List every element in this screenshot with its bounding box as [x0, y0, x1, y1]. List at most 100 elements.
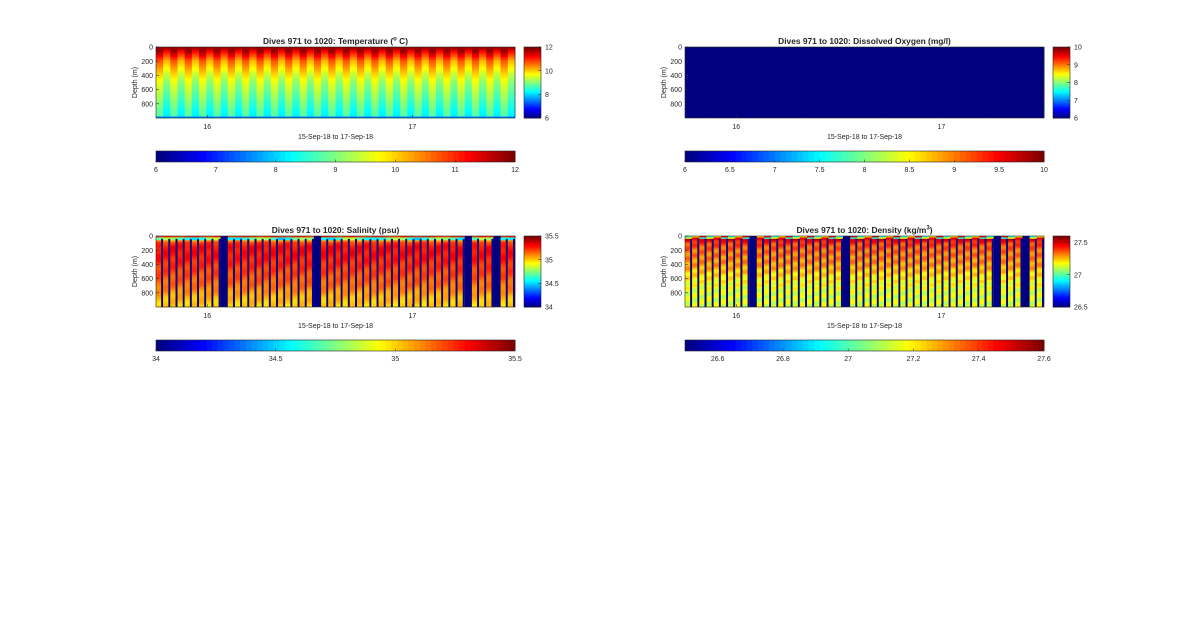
salinity-cell	[292, 250, 300, 253]
temperature-cell	[457, 96, 466, 99]
temperature-cell	[278, 85, 286, 88]
salinity-cell	[263, 288, 272, 291]
salinity-cell	[163, 301, 171, 304]
temperature-cell	[436, 68, 444, 71]
temperature-cell	[156, 55, 164, 58]
salinity-cell	[306, 265, 315, 268]
salinity-cell	[199, 295, 207, 298]
temperature-cell	[256, 48, 265, 51]
temperature-cell	[156, 115, 164, 117]
salinity-cell	[392, 305, 401, 308]
salinity-cell	[213, 305, 222, 308]
salinity-cell	[436, 238, 444, 241]
temperature-cell	[213, 76, 222, 79]
salinity-cell	[436, 281, 444, 284]
temperature-cell	[321, 82, 329, 85]
salinity-cell	[199, 288, 207, 291]
salinity-cell	[328, 291, 336, 294]
temperature-cell	[299, 73, 308, 76]
temperature-cell	[428, 92, 437, 95]
salinity-cell	[299, 248, 308, 251]
salinity-cell	[285, 258, 293, 261]
temperature-cell	[349, 91, 358, 93]
salinity-cell	[234, 274, 243, 277]
temperature-cell	[457, 75, 466, 78]
salinity-cell	[349, 275, 358, 278]
temperature-cell	[328, 98, 336, 100]
temperature-cell	[156, 103, 164, 106]
temperature-cell	[371, 49, 379, 52]
salinity-cell	[234, 287, 243, 289]
temperature-cell	[471, 96, 480, 99]
oxygen-cell	[864, 47, 873, 118]
temperature-cell	[385, 81, 394, 83]
temperature-cell	[349, 88, 358, 90]
salinity-cell	[191, 299, 200, 302]
temperature-axes-frame	[155, 46, 516, 119]
salinity-cell	[213, 294, 222, 297]
oxygen-dive-column	[957, 47, 966, 118]
temperature-cell	[184, 91, 193, 93]
salinity-cell	[321, 280, 329, 282]
salinity-cell	[170, 264, 178, 267]
temperature-cell	[457, 113, 466, 116]
temperature-ytick-label: 800	[141, 101, 153, 108]
temperature-cell	[450, 66, 458, 69]
salinity-cell	[335, 270, 344, 272]
temperature-cell	[234, 76, 243, 79]
temperature-hcolorbar-step	[341, 151, 348, 162]
temperature-cell	[400, 59, 408, 62]
salinity-cell	[342, 285, 351, 288]
temperature-cell	[156, 79, 164, 82]
salinity-cell	[443, 238, 451, 241]
temperature-cell	[177, 59, 186, 62]
salinity-cell	[227, 250, 236, 253]
temperature-cell	[471, 68, 480, 71]
salinity-cell	[436, 248, 444, 251]
salinity-cell	[407, 236, 415, 238]
temperature-cell	[428, 91, 437, 93]
salinity-cell	[249, 238, 257, 241]
temperature-cell	[285, 55, 293, 58]
salinity-cell	[177, 254, 186, 257]
oxygen-hcolorbar-step	[864, 151, 871, 162]
temperature-cell	[199, 110, 207, 113]
temperature-cell	[464, 100, 473, 103]
temperature-dive-column	[184, 47, 193, 119]
temperature-cell	[199, 66, 207, 69]
temperature-hcolorbar-step	[223, 151, 230, 162]
salinity-cell	[263, 241, 272, 244]
salinity-cell	[436, 258, 444, 261]
temperature-cell	[493, 48, 502, 51]
temperature-cell	[421, 108, 430, 110]
oxygen-axes-frame	[684, 46, 1045, 119]
temperature-cell	[227, 78, 236, 81]
salinity-cell	[184, 255, 193, 258]
salinity-cell	[335, 260, 344, 262]
temperature-cell	[163, 93, 171, 96]
oxygen-dive-column	[785, 47, 794, 118]
salinity-cell	[156, 288, 164, 291]
temperature-cell	[313, 83, 322, 86]
salinity-cell	[385, 274, 394, 277]
temperature-cell	[263, 69, 272, 72]
salinity-cell	[227, 258, 236, 261]
temperature-cell	[177, 113, 186, 116]
temperature-cell	[342, 48, 351, 51]
temperature-cell	[242, 72, 250, 75]
salinity-cell	[184, 251, 193, 254]
temperature-cell	[170, 73, 178, 76]
oxygen-cell	[842, 47, 851, 118]
salinity-cell	[234, 288, 243, 291]
temperature-cell	[493, 115, 502, 117]
salinity-cell	[385, 267, 394, 270]
salinity-cell	[263, 257, 272, 260]
salinity-cell	[270, 291, 279, 294]
temperature-cell	[486, 115, 494, 117]
salinity-cell	[357, 297, 365, 299]
temperature-cell	[378, 103, 387, 106]
temperature-cell	[421, 83, 430, 86]
temperature-cell	[227, 69, 236, 72]
salinity-cell	[263, 238, 272, 241]
temperature-cell	[263, 54, 272, 56]
